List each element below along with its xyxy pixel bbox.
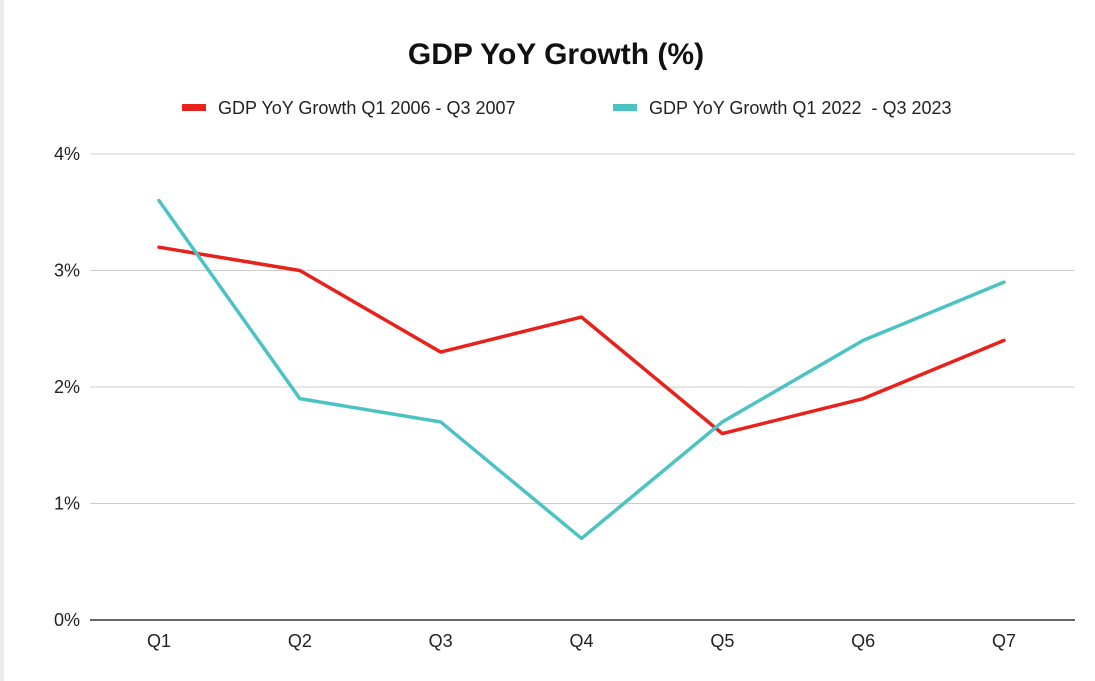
data-point bbox=[861, 338, 865, 342]
data-point bbox=[157, 245, 161, 249]
legend-swatch bbox=[182, 104, 206, 111]
line-chart: GDP YoY Growth (%) GDP YoY Growth Q1 200… bbox=[54, 38, 1075, 651]
series-lines bbox=[157, 198, 1006, 541]
data-point bbox=[298, 397, 302, 401]
y-tick-label: 2% bbox=[54, 377, 80, 397]
series-line-1 bbox=[157, 245, 1006, 436]
series-line-2 bbox=[157, 198, 1006, 541]
legend-label: GDP YoY Growth Q1 2022 - Q3 2023 bbox=[649, 98, 952, 118]
x-tick-label: Q3 bbox=[429, 631, 453, 651]
data-point bbox=[439, 420, 443, 424]
data-point bbox=[1002, 280, 1006, 284]
x-tick-label: Q5 bbox=[710, 631, 734, 651]
legend-swatch bbox=[613, 104, 637, 111]
y-tick-label: 3% bbox=[54, 261, 80, 281]
data-point bbox=[1002, 338, 1006, 342]
legend-label: GDP YoY Growth Q1 2006 - Q3 2007 bbox=[218, 98, 516, 118]
data-point bbox=[157, 199, 161, 203]
data-point bbox=[580, 315, 583, 319]
x-tick-label: Q6 bbox=[851, 631, 875, 651]
data-point bbox=[298, 269, 302, 272]
data-point bbox=[720, 432, 724, 436]
y-tick-label: 0% bbox=[54, 610, 80, 630]
gridlines bbox=[90, 153, 1075, 621]
data-point bbox=[580, 536, 583, 540]
chart-frame: GDP YoY Growth (%) GDP YoY Growth Q1 200… bbox=[4, 0, 1095, 681]
legend: GDP YoY Growth Q1 2006 - Q3 2007 GDP YoY … bbox=[182, 98, 952, 118]
data-point bbox=[720, 420, 724, 424]
x-axis-ticks: Q1 Q2 Q3 Q4 Q5 Q6 Q7 bbox=[147, 631, 1016, 651]
x-tick-label: Q1 bbox=[147, 631, 171, 651]
y-tick-label: 1% bbox=[54, 494, 80, 514]
x-tick-label: Q2 bbox=[288, 631, 312, 651]
y-tick-label: 4% bbox=[54, 144, 80, 164]
data-point bbox=[439, 350, 443, 354]
data-point bbox=[861, 397, 865, 401]
y-axis-ticks: 0% 1% 2% 3% 4% bbox=[54, 144, 80, 630]
x-tick-label: Q4 bbox=[569, 631, 593, 651]
chart-title: GDP YoY Growth (%) bbox=[408, 38, 704, 71]
x-tick-label: Q7 bbox=[992, 631, 1016, 651]
